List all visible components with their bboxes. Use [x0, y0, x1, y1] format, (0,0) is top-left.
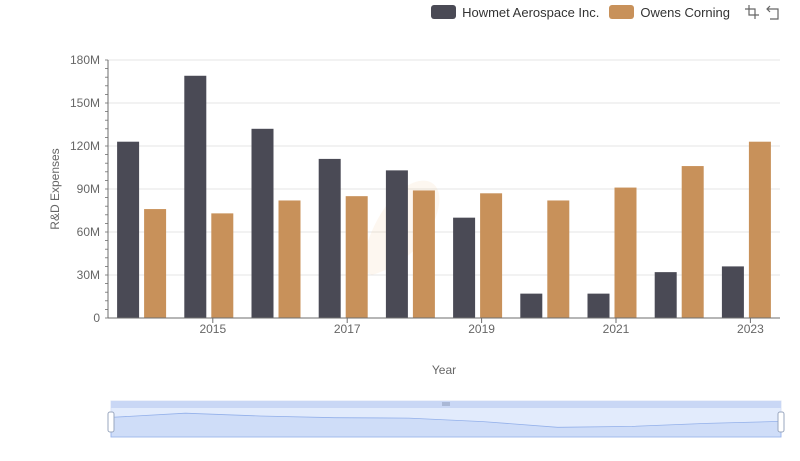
bar-owens-2015[interactable]: [211, 213, 234, 318]
bar-howmet-2014[interactable]: [117, 141, 140, 318]
data-zoom-slider[interactable]: [107, 400, 785, 438]
bar-owens-2018[interactable]: [412, 190, 435, 318]
x-tick-label: 2019: [468, 322, 495, 336]
bar-howmet-2023[interactable]: [721, 266, 744, 318]
legend-label-owens: Owens Corning: [640, 4, 730, 20]
zoom-grip[interactable]: [442, 402, 450, 406]
bar-howmet-2015[interactable]: [184, 75, 207, 319]
legend-swatch-howmet: [431, 5, 457, 19]
x-tick-label: 2017: [334, 322, 361, 336]
bar-owens-2017[interactable]: [345, 196, 368, 318]
y-tick-label: 60M: [77, 225, 100, 239]
bar-owens-2021[interactable]: [614, 187, 637, 318]
y-tick-label: 150M: [70, 96, 100, 110]
x-axis-label: Year: [432, 363, 456, 377]
bar-howmet-2022[interactable]: [654, 272, 677, 318]
bar-howmet-2017[interactable]: [318, 158, 341, 318]
legend-item-howmet[interactable]: Howmet Aerospace Inc.: [431, 5, 599, 20]
y-tick-label: 180M: [70, 53, 100, 67]
x-tick-label: 2023: [737, 322, 764, 336]
toolbox: [744, 4, 782, 20]
y-tick-label: 30M: [77, 268, 100, 282]
bars: [117, 75, 771, 319]
bar-howmet-2021[interactable]: [587, 293, 610, 318]
y-tick-label: 120M: [70, 139, 100, 153]
bar-owens-2019[interactable]: [480, 193, 503, 318]
legend-swatch-owens: [609, 5, 635, 19]
legend-label-howmet: Howmet Aerospace Inc.: [462, 4, 600, 20]
y-tick-label: 0: [93, 311, 100, 325]
bar-owens-2020[interactable]: [547, 200, 570, 318]
zoom-handle-right[interactable]: [777, 411, 785, 433]
bar-howmet-2019[interactable]: [453, 217, 476, 318]
bar-owens-2023[interactable]: [748, 141, 771, 318]
axes: 0 30M 60M 90M 120M 150M 180M 2015 2017 2019 2021 20…: [70, 53, 780, 336]
bar-howmet-2018[interactable]: [385, 170, 408, 318]
bar-owens-2016[interactable]: [278, 200, 301, 318]
bar-owens-2022[interactable]: [681, 166, 704, 318]
x-tick-label: 2015: [199, 322, 226, 336]
bar-owens-2014[interactable]: [144, 209, 167, 318]
grid-lines: [108, 59, 780, 276]
restore-icon[interactable]: [766, 4, 782, 20]
y-axis-label: R&D Expenses: [48, 148, 62, 229]
bar-howmet-2020[interactable]: [520, 293, 543, 318]
legend-item-owens[interactable]: Owens Corning: [609, 5, 730, 20]
zoom-handle-left[interactable]: [107, 411, 115, 433]
x-tick-label: 2021: [603, 322, 630, 336]
y-tick-label: 90M: [77, 182, 100, 196]
bar-howmet-2016[interactable]: [251, 128, 274, 318]
zoom-icon[interactable]: [744, 4, 760, 20]
legend: Howmet Aerospace Inc. Owens Corning: [431, 4, 782, 20]
